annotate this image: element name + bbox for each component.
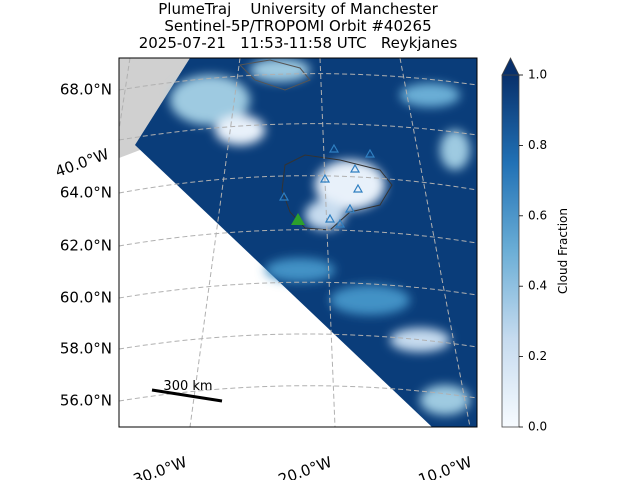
vent-markers: [278, 143, 376, 228]
colorbar-tick-label: 0.8: [528, 138, 547, 152]
volcano-marker: [291, 213, 305, 225]
lon-label: 10.0°W: [416, 453, 475, 480]
scale-bar-label: 300 km: [163, 379, 212, 394]
colorbar-label: Cloud Fraction: [556, 208, 570, 294]
land-gray: [119, 58, 190, 158]
title-line: PlumeTraj University of Manchester: [158, 0, 438, 18]
colorbar-body: [501, 74, 520, 428]
lat-label: 56.0°N: [60, 392, 112, 410]
colorbar-tick-label: 0.2: [528, 349, 547, 363]
title-line: Sentinel-5P/TROPOMI Orbit #40265: [164, 17, 431, 35]
title-line: 2025-07-21 11:53-11:58 UTC Reykjanes: [139, 34, 458, 52]
graticule: [119, 58, 477, 427]
lat-label: 60.0°N: [60, 289, 112, 307]
colorbar: [501, 57, 520, 428]
lat-label: 68.0°N: [60, 81, 112, 99]
cloud-patches: [170, 58, 470, 415]
lat-label: 64.0°N: [60, 184, 112, 202]
colorbar-tick-label: 0.4: [528, 279, 547, 293]
map-area: [119, 58, 477, 427]
lat-label: 62.0°N: [60, 237, 112, 255]
colorbar-extend: [501, 57, 520, 76]
lat-label: 58.0°N: [60, 340, 112, 358]
map-frame: [118, 57, 478, 428]
lon-label: 30.0°W: [131, 453, 190, 480]
greenland-outline: [238, 59, 311, 91]
swath: [135, 58, 477, 427]
scale-bar: [151, 388, 223, 403]
iceland-outline: [281, 154, 393, 231]
colorbar-tick-label: 1.0: [528, 68, 547, 82]
lon-label: 20.0°W: [276, 453, 335, 480]
colorbar-tick-label: 0.0: [528, 420, 547, 434]
lon-label: 40.0°W: [53, 145, 112, 181]
colorbar-tick-label: 0.6: [528, 208, 547, 222]
